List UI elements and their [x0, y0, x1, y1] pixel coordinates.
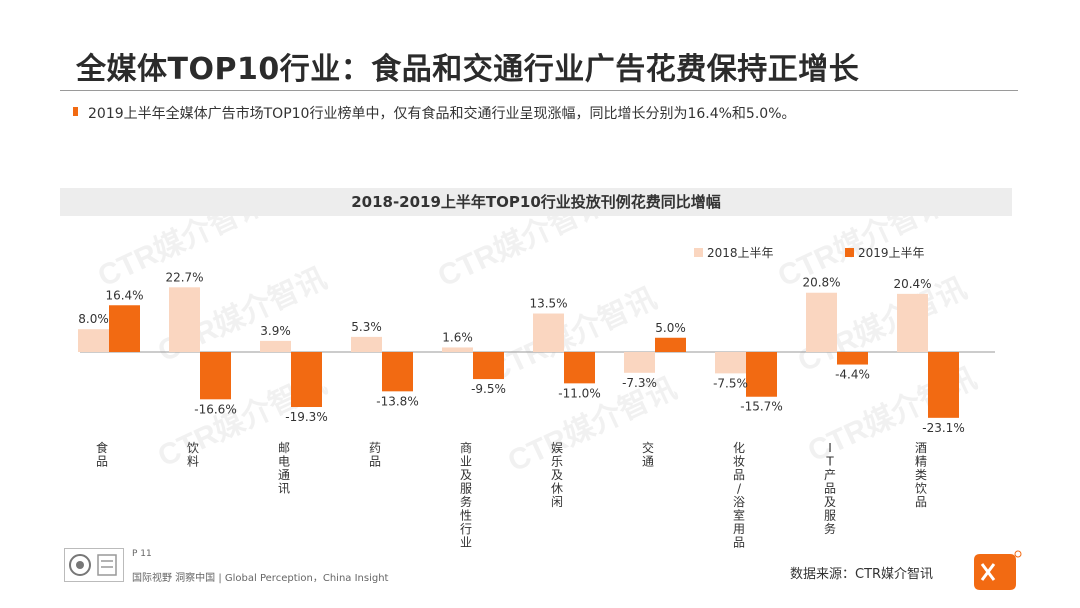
category-label: 饮料 — [187, 441, 199, 469]
bars-group — [78, 287, 959, 418]
bar-2019 — [109, 305, 140, 352]
category-label: 酒精类饮品 — [915, 441, 927, 509]
category-label: 药品 — [369, 441, 381, 469]
category-label: 交通 — [642, 440, 654, 469]
category-label: 商业及服务性行业 — [460, 440, 472, 550]
bar-2018 — [78, 329, 109, 352]
bar-2019 — [655, 337, 686, 352]
legend-label-2019: 2019上半年 — [858, 246, 925, 260]
legend-swatch-2018 — [694, 248, 703, 257]
value-label-2018: 3.9% — [260, 324, 291, 338]
bar-2019 — [291, 352, 322, 408]
value-label-2019: -13.8% — [376, 394, 418, 408]
value-label-2019: -16.6% — [194, 402, 236, 416]
title-divider — [60, 90, 1018, 91]
bar-2019 — [200, 352, 231, 400]
category-label: I T 产品及服务 — [824, 441, 836, 536]
value-label-2018: -7.5% — [713, 376, 748, 390]
bar-2018 — [533, 313, 564, 352]
legend-label-2018: 2018上半年 — [707, 246, 774, 260]
bar-2018 — [897, 293, 928, 352]
bullet-marker — [73, 107, 78, 116]
value-label-2019: 5.0% — [655, 321, 686, 335]
category-label: 食品 — [96, 440, 108, 469]
bar-2019 — [564, 352, 595, 384]
value-label-2018: 5.3% — [351, 320, 382, 334]
bar-2019 — [746, 352, 777, 397]
subtitle-text: 2019上半年全媒体广告市场TOP10行业榜单中，仅有食品和交通行业呈现涨幅，同… — [88, 106, 796, 122]
legend-swatch-2019 — [845, 248, 854, 257]
value-label-2018: 20.4% — [893, 277, 931, 291]
bar-2018 — [806, 292, 837, 352]
category-labels-group: 食品 饮料 邮电通讯 药品 商业及服务性行业 娱乐及休闲 交通 化妆品/浴室用品 I T 产品及服务… — [96, 440, 927, 550]
bar-2019 — [473, 352, 504, 380]
chart-title-band — [60, 188, 1012, 216]
page-number: P 11 — [132, 549, 152, 559]
value-label-2019: -4.4% — [835, 368, 870, 382]
ctr-brand-logo — [974, 550, 1022, 590]
bar-2019 — [382, 352, 413, 392]
value-label-2019: 16.4% — [105, 288, 143, 302]
category-label: 娱乐及休闲 — [551, 441, 563, 509]
bar-2018 — [624, 352, 655, 373]
footer-tagline: 国际视野 洞察中国 | Global Perception，China Insi… — [132, 573, 389, 584]
value-label-2018: 20.8% — [802, 276, 840, 290]
value-label-2018: 1.6% — [442, 330, 473, 344]
bar-2018 — [442, 347, 473, 352]
bar-2018 — [351, 336, 382, 352]
page-title: 全媒体TOP10行业：食品和交通行业广告花费保持正增长 — [76, 52, 860, 87]
certification-logo — [64, 548, 124, 582]
value-label-2019: -23.1% — [922, 421, 964, 435]
chart-legend: 2018上半年 2019上半年 — [694, 246, 925, 260]
bar-2019 — [928, 352, 959, 418]
value-label-2018: 22.7% — [165, 270, 203, 284]
data-source: 数据来源：CTR媒介智讯 — [790, 567, 934, 582]
value-label-2018: -7.3% — [622, 376, 657, 390]
value-label-2019: -15.7% — [740, 400, 782, 414]
bar-2019 — [837, 352, 868, 365]
value-label-2018: 13.5% — [529, 297, 567, 311]
value-label-2019: -9.5% — [471, 382, 506, 396]
value-label-2018: 8.0% — [78, 312, 109, 326]
value-label-2019: -11.0% — [558, 386, 600, 400]
value-labels-group: 8.0% 16.4% 22.7% -16.6% 3.9% -19.3% 5.3% -13.8%… — [78, 270, 964, 435]
bar-2018 — [715, 352, 746, 374]
value-label-2019: -19.3% — [285, 410, 327, 424]
chart-title: 2018-2019上半年TOP10行业投放刊例花费同比增幅 — [351, 193, 721, 211]
bar-2018 — [260, 340, 291, 352]
category-label: 化妆品/浴室用品 — [733, 441, 745, 550]
bar-2018 — [169, 287, 200, 352]
category-label: 邮电通讯 — [278, 441, 290, 496]
